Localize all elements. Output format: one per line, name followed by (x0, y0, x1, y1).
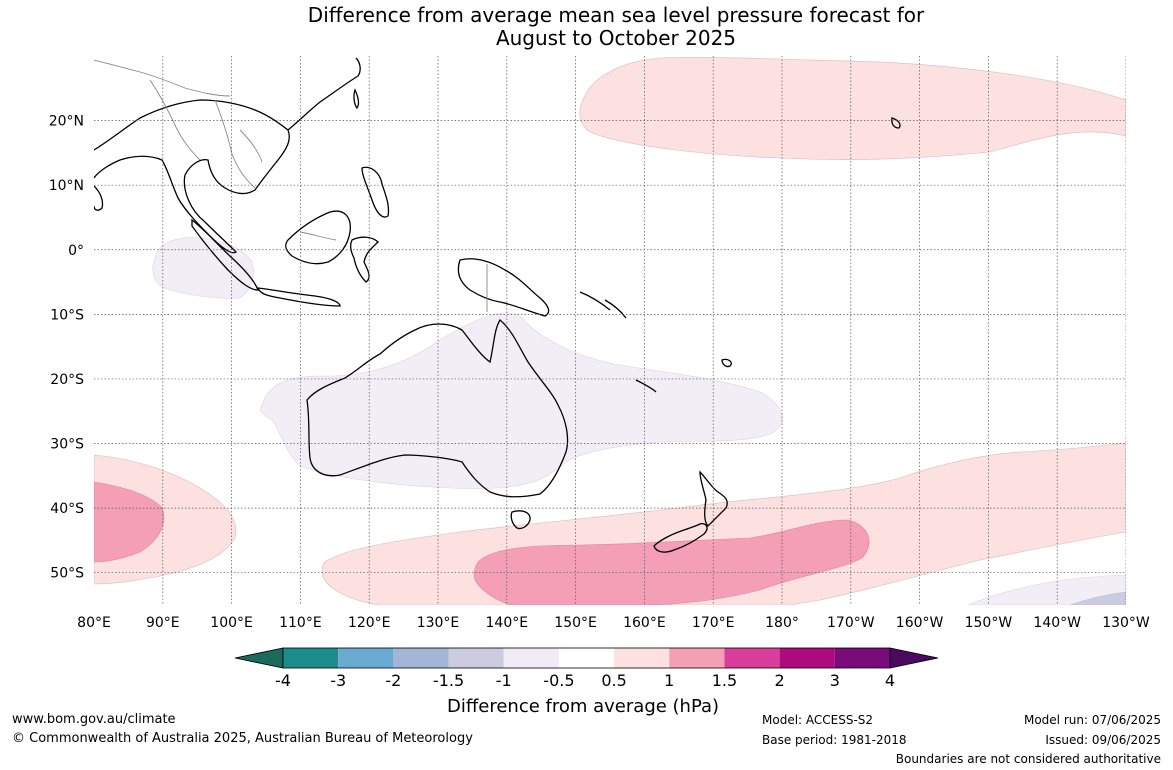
longitude-tick-label: 170°W (827, 615, 875, 631)
indochina-coastline (94, 99, 290, 254)
anomaly-positive-north-pacific (579, 57, 1126, 160)
colorbar-tick-label: -0.5 (543, 671, 575, 690)
colorbar-swatch (724, 648, 780, 668)
sri-lanka-coastline (94, 185, 104, 211)
colorbar-swatch (393, 648, 449, 668)
longitude-labels: 80°E 90°E 100°E 110°E 120°E 130°E 140°E 150°E 16… (77, 615, 1150, 631)
longitude-tick-label: 90°E (146, 615, 180, 631)
colorbar-max-extension (889, 647, 939, 669)
new-zealand-south-coastline (653, 522, 708, 553)
footer-model: Model: ACCESS-S2 (762, 713, 874, 727)
anomaly-negative-se-corner (967, 574, 1126, 605)
colorbar-swatch (614, 648, 670, 668)
sumatra-coastline (191, 218, 259, 291)
colorbar-tick-label: 1 (664, 671, 675, 690)
footer-issued: Issued: 09/06/2025 (1045, 733, 1161, 747)
java-coastline (257, 287, 341, 307)
longitude-tick-label: 150°E (554, 615, 597, 631)
longitude-tick-label: 130°E (417, 615, 460, 631)
colorbar-tick-label: 3 (829, 671, 840, 690)
longitude-tick-label: 140°W (1033, 615, 1081, 631)
coastlines (94, 57, 901, 553)
anomaly-moderate-sw-indian (94, 481, 165, 563)
china-coastline (287, 57, 361, 131)
latitude-tick-label: 40°S (50, 501, 84, 517)
anomaly-moderate-negative-se-corner (1069, 591, 1126, 605)
longitude-tick-label: 130°W (1102, 615, 1150, 631)
anomaly-layer (94, 57, 1126, 605)
solomon-islands-coastline (579, 291, 627, 319)
footer-model-run: Model run: 07/06/2025 (1023, 713, 1161, 727)
new-caledonia-coastline (635, 379, 657, 393)
longitude-tick-label: 150°W (965, 615, 1013, 631)
australia-coastline (306, 319, 569, 498)
longitude-tick-label: 80°E (77, 615, 111, 631)
border-line (214, 99, 256, 189)
footer-base-period: Base period: 1981-2018 (762, 733, 907, 747)
philippines-coastline (361, 166, 390, 218)
latitude-tick-label: 10°S (50, 307, 84, 323)
colorbar-tick-label: -1.5 (432, 671, 465, 690)
latitude-tick-label: 0° (68, 243, 84, 259)
colorbar-swatch (338, 648, 394, 668)
country-borders (94, 59, 488, 312)
colorbar-swatch (283, 648, 339, 668)
colorbar-tick-label: -4 (275, 671, 291, 690)
anomaly-moderate-southern-band (473, 519, 870, 605)
taiwan-coastline (353, 88, 360, 110)
colorbar-swatch (448, 648, 504, 668)
colorbar-tick-label: 0.5 (601, 671, 627, 690)
latitude-tick-label: 30°S (50, 437, 84, 453)
footer-website[interactable]: www.bom.gov.au/climate (12, 712, 176, 727)
latitude-tick-label: 20°N (49, 114, 84, 130)
footer-copyright: © Commonwealth of Australia 2025, Austra… (12, 731, 473, 746)
longitude-tick-label: 170°E (692, 615, 735, 631)
graticule (94, 56, 1126, 605)
colorbar-tick-label: -1 (495, 671, 512, 690)
borneo-coastline (285, 210, 351, 265)
longitude-tick-label: 110°E (279, 615, 322, 631)
anomaly-negative-indian-ocean (152, 237, 254, 299)
longitude-tick-label: 160°E (623, 615, 666, 631)
colorbar-swatch (834, 648, 890, 668)
longitude-tick-label: 140°E (486, 615, 529, 631)
latitude-tick-label: 20°S (50, 372, 84, 388)
tasmania-coastline (510, 510, 531, 530)
footer-disclaimer: Boundaries are not considered authoritat… (895, 752, 1161, 766)
colorbar-swatch (558, 648, 615, 668)
new-guinea-coastline (457, 258, 550, 317)
longitude-tick-label: 100°E (210, 615, 253, 631)
latitude-tick-label: 50°S (50, 566, 84, 582)
title-line-1: Difference from average mean sea level p… (307, 3, 925, 27)
colorbar-title: Difference from average (hPa) (447, 696, 720, 717)
latitude-tick-label: 10°N (49, 178, 84, 194)
colorbar-tick-label: 2 (774, 671, 785, 690)
colorbar-tick-label: -3 (330, 671, 347, 690)
colorbar-outline (282, 647, 891, 669)
colorbar-swatch (669, 648, 725, 668)
anomaly-negative-australia (260, 312, 783, 489)
sulawesi-coastline (350, 236, 379, 283)
new-zealand-north-coastline (699, 470, 728, 527)
border-line (299, 231, 337, 241)
border-line (149, 79, 201, 161)
longitude-tick-label: 120°E (348, 615, 391, 631)
colorbar-tick-label: -2 (385, 671, 402, 690)
colorbar (234, 647, 939, 669)
longitude-tick-label: 160°W (896, 615, 944, 631)
hawaii-coastline (891, 117, 901, 129)
colorbar-swatch (503, 648, 559, 668)
border-line (239, 129, 263, 163)
longitude-tick-label: 180° (765, 615, 799, 631)
colorbar-tick-label: 1.5 (711, 671, 738, 690)
colorbar-min-extension (234, 647, 284, 669)
map-title: Difference from average mean sea level p… (0, 4, 1173, 50)
colorbar-tick-label: 4 (884, 671, 896, 690)
border-line (94, 59, 231, 97)
latitude-labels: 20°N 10°N 0° 10°S 20°S 30°S 40°S 50°S (49, 114, 84, 582)
colorbar-swatch (779, 648, 835, 668)
title-line-2: August to October 2025 (495, 26, 737, 50)
fiji-coastline (721, 358, 732, 368)
